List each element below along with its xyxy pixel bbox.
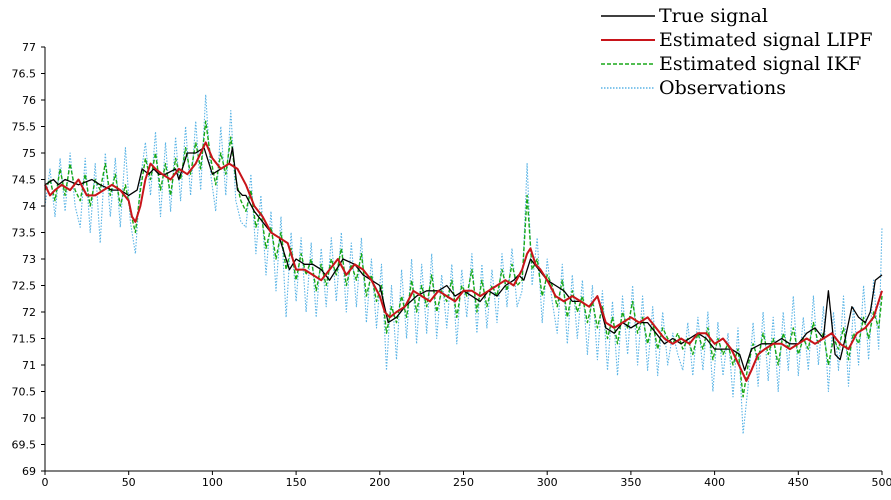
x-tick-label: 100	[202, 476, 223, 489]
y-tick-label: 76	[22, 94, 36, 107]
series-line-observations	[44, 94, 883, 435]
x-tick-label: 250	[453, 476, 474, 489]
series-line-estimated-signal-ikf	[44, 120, 883, 398]
x-tick-label: 350	[620, 476, 641, 489]
legend-label: Estimated signal LIPF	[659, 29, 873, 51]
y-tick-label: 73	[22, 253, 36, 266]
axes	[44, 47, 882, 472]
x-axis-ticks: 0 50 100 150 200 250 300 350 400 450 500	[42, 471, 891, 489]
y-tick-label: 75.5	[12, 121, 37, 134]
x-tick-label: 500	[872, 476, 891, 489]
x-tick-label: 300	[537, 476, 558, 489]
y-tick-label: 71	[22, 359, 36, 372]
y-tick-label: 71.5	[12, 333, 37, 346]
y-tick-label: 76.5	[12, 68, 37, 81]
y-tick-label: 74.5	[12, 174, 37, 187]
y-tick-label: 72	[22, 306, 36, 319]
y-tick-label: 75	[22, 147, 36, 160]
x-tick-label: 200	[369, 476, 390, 489]
x-tick-label: 150	[286, 476, 307, 489]
series-layer	[44, 94, 883, 435]
series-line-estimated-signal-lipf	[44, 141, 883, 382]
y-tick-label: 77	[22, 41, 36, 54]
y-tick-label: 70.5	[12, 386, 37, 399]
y-tick-label: 72.5	[12, 280, 37, 293]
y-tick-label: 69.5	[12, 439, 37, 452]
legend-label: Estimated signal IKF	[659, 53, 861, 75]
x-tick-label: 0	[42, 476, 49, 489]
legend-label: True signal	[659, 5, 768, 27]
series-line-true-signal	[44, 147, 883, 371]
y-tick-label: 73.5	[12, 227, 37, 240]
y-tick-label: 70	[22, 412, 36, 425]
y-tick-label: 69	[22, 465, 36, 478]
y-tick-label: 74	[22, 200, 36, 213]
x-tick-label: 50	[122, 476, 136, 489]
x-tick-label: 450	[788, 476, 809, 489]
legend-label: Observations	[659, 77, 786, 99]
x-tick-label: 400	[704, 476, 725, 489]
y-axis-ticks: 69 69.5 70 70.5 71 71.5 72 72.5 73 73.5 74 74.5 75 75…	[12, 41, 45, 478]
